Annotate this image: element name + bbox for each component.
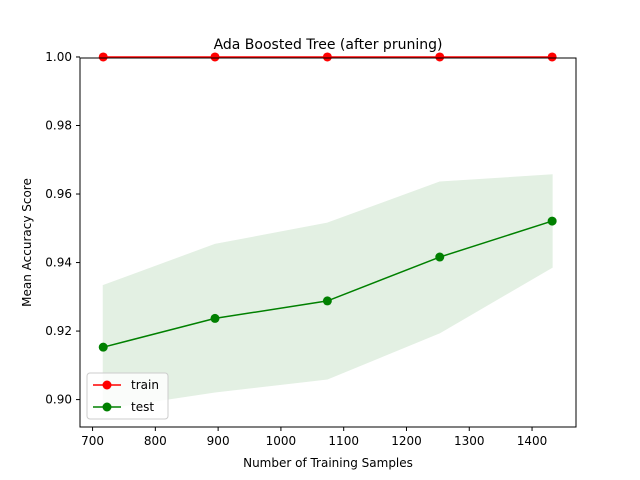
y-tick-label-1: 0.92 bbox=[45, 324, 72, 338]
y-tick-label-5: 1.00 bbox=[45, 50, 72, 64]
x-tick-label-1100: 1100 bbox=[328, 434, 359, 448]
test-point-2 bbox=[322, 296, 332, 306]
y-axis-label: Mean Accuracy Score bbox=[20, 178, 34, 307]
train-point-1 bbox=[210, 52, 220, 62]
legend: train test bbox=[86, 372, 169, 420]
test-point-4 bbox=[547, 216, 557, 226]
train-point-2 bbox=[322, 52, 332, 62]
test-band bbox=[102, 174, 553, 410]
y-tick-label-0: 0.90 bbox=[45, 393, 72, 407]
series-points bbox=[98, 52, 557, 352]
y-tick-label-4: 0.98 bbox=[45, 118, 72, 132]
confidence-bands bbox=[102, 56, 553, 410]
x-tick-label-1400: 1400 bbox=[517, 434, 548, 448]
train-legend-marker bbox=[102, 380, 112, 390]
x-tick-label-1200: 1200 bbox=[391, 434, 422, 448]
x-tick-label-1300: 1300 bbox=[454, 434, 485, 448]
y-tick-label-2: 0.94 bbox=[45, 256, 72, 270]
train-point-0 bbox=[98, 52, 108, 62]
x-axis-label: Number of Training Samples bbox=[243, 456, 413, 470]
train-point-3 bbox=[435, 52, 445, 62]
test-legend-marker bbox=[102, 402, 112, 412]
test-point-1 bbox=[210, 313, 220, 323]
x-tick-label-800: 800 bbox=[144, 434, 167, 448]
y-tick-label-3: 0.96 bbox=[45, 187, 72, 201]
x-tick-label-900: 900 bbox=[207, 434, 230, 448]
y-axis-ticks: 0.90 0.92 0.94 0.96 0.98 1.00 bbox=[45, 50, 80, 407]
test-point-3 bbox=[435, 252, 445, 262]
train-point-4 bbox=[547, 52, 557, 62]
x-tick-label-1000: 1000 bbox=[266, 434, 297, 448]
train-legend-label: train bbox=[131, 378, 159, 392]
x-tick-label-700: 700 bbox=[81, 434, 104, 448]
test-point-0 bbox=[98, 342, 108, 352]
plot-frame bbox=[79, 57, 577, 428]
test-legend-label: test bbox=[131, 400, 154, 414]
x-axis-ticks: 700 800 900 1000 1100 1200 1300 1400 bbox=[81, 427, 547, 448]
chart-title: Ada Boosted Tree (after pruning) bbox=[214, 37, 443, 53]
